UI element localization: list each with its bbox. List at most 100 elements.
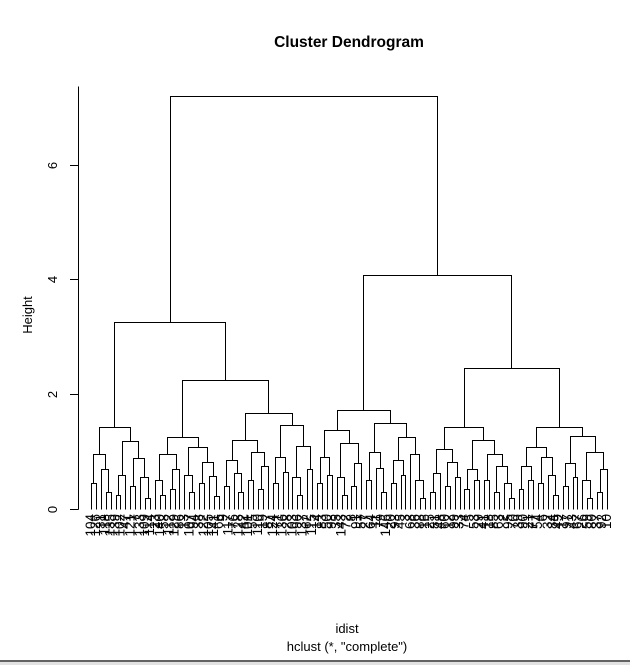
- leaf-label: 121: [122, 514, 137, 537]
- leaf-label: 66: [211, 514, 226, 529]
- leaf-label: 98: [324, 514, 339, 529]
- leaf-label: 96: [289, 514, 304, 529]
- leaf-label: 99: [447, 514, 462, 529]
- leaf-label: 71: [270, 514, 285, 529]
- leaf-label: 94: [186, 514, 201, 530]
- leaf-label: 92: [594, 514, 609, 529]
- leaf-label: 101: [240, 514, 255, 537]
- y-tick-label: 4: [45, 276, 60, 283]
- leaf-label: 109: [137, 514, 152, 537]
- leaf-label: 26: [574, 514, 589, 529]
- leaf-label: 117: [221, 514, 236, 536]
- leaf-label: 29: [471, 514, 486, 529]
- leaf-label: 13: [176, 514, 191, 529]
- leaf-label: 58: [157, 514, 172, 529]
- leaf-label: 35: [329, 514, 344, 529]
- leaf-label: 143: [334, 514, 349, 537]
- leaf-label: 80: [584, 514, 599, 529]
- leaf-label: 76: [226, 514, 241, 529]
- leaf-label: 41: [476, 514, 491, 529]
- leaf-label: 16: [417, 514, 432, 529]
- y-axis: 0 2 4 6: [45, 86, 79, 513]
- leaf-label: 59: [579, 514, 594, 529]
- leaf-label: 110: [250, 514, 265, 536]
- leaf-label: 55: [245, 514, 260, 529]
- y-tick-label: 2: [45, 391, 60, 398]
- leaf-label: 8: [343, 514, 358, 522]
- leaf-label: 49: [550, 514, 565, 529]
- leaf-label: 67: [569, 514, 584, 529]
- leaf-label: 104: [83, 514, 98, 537]
- leaf-label: 74: [456, 514, 471, 530]
- leaf-label: 129: [167, 514, 182, 537]
- leaf-label: 60: [437, 514, 452, 529]
- chart-title: Cluster Dendrogram: [274, 34, 424, 51]
- leaf-label: 64: [363, 514, 378, 530]
- leaf-label: 115: [304, 514, 319, 536]
- leaf-label: 93: [388, 514, 403, 529]
- y-tick-label: 6: [45, 162, 60, 169]
- leaf-label: 140: [152, 514, 167, 537]
- leaf-label: 33: [452, 514, 467, 529]
- leaf-label: 31: [93, 514, 108, 529]
- leaf-label: 105: [201, 514, 216, 537]
- leaf-label: 112: [162, 514, 177, 536]
- leaf-label: 135: [103, 514, 118, 537]
- y-tick-label: 0: [45, 506, 60, 513]
- leaf-label: 9: [216, 514, 231, 522]
- leaf-label: 27: [358, 514, 373, 529]
- leaf-label: 68: [402, 514, 417, 529]
- leaf-label: 128: [230, 514, 245, 537]
- leaf-label: 87: [260, 514, 275, 529]
- leaf-label: 88: [412, 514, 427, 529]
- leaf-label: 43: [565, 514, 580, 529]
- leaf-label: 19: [255, 514, 270, 529]
- leaf-label: 107: [181, 514, 196, 537]
- leaf-label: 21: [520, 514, 535, 529]
- leaf-label: 5: [461, 514, 476, 522]
- leaf-labels: 1041263111813513910247121713310911423140…: [83, 514, 614, 537]
- leaf-label: 79: [373, 514, 388, 529]
- leaf-label: 17: [555, 514, 570, 529]
- y-axis-label: Height: [20, 296, 35, 334]
- leaf-label: 10: [599, 514, 614, 529]
- leaf-label: 124: [265, 514, 280, 537]
- leaf-label: 48: [432, 514, 447, 529]
- subtitle: hclust (*, "complete"): [287, 639, 408, 654]
- leaf-label: 122: [196, 514, 211, 537]
- leaf-label: 57: [353, 514, 368, 529]
- leaf-label: 103: [284, 514, 299, 537]
- pane-divider[interactable]: [0, 660, 630, 665]
- leaf-label: 97: [560, 514, 575, 529]
- leaf-label: 72: [339, 514, 354, 529]
- leaf-label: 95: [501, 514, 516, 529]
- leaf-label: 85: [486, 514, 501, 529]
- leaf-label: 139: [108, 514, 123, 537]
- leaf-label: 2: [496, 514, 511, 522]
- leaf-label: 118: [98, 514, 113, 536]
- leaf-label: 42: [235, 514, 250, 529]
- leaf-label: 77: [525, 514, 540, 529]
- leaf-label: 83: [314, 514, 329, 529]
- leaf-label: 7: [127, 514, 142, 522]
- leaf-label: 81: [427, 514, 442, 529]
- leaf-label: 39: [511, 514, 526, 529]
- leaf-label: 84: [545, 514, 560, 530]
- leaf-label: 38: [191, 514, 206, 529]
- leaf-label: 63: [491, 514, 506, 529]
- leaf-label: 20: [383, 514, 398, 529]
- leaf-label: 11: [368, 514, 383, 528]
- leaf-label: 23: [147, 514, 162, 529]
- leaf-label: 141: [206, 514, 221, 537]
- leaf-label: 62: [299, 514, 314, 529]
- leaf-label: 126: [88, 514, 103, 537]
- leaf-label: 136: [275, 514, 290, 537]
- leaf-label: 90: [515, 514, 530, 529]
- leaf-label: 114: [142, 514, 157, 536]
- dendrogram-tree: [91, 96, 608, 510]
- leaf-label: 45: [393, 514, 408, 529]
- leaf-label: 3: [397, 514, 412, 522]
- leaf-label: 25: [422, 514, 437, 529]
- leaf-label: 12: [442, 514, 457, 529]
